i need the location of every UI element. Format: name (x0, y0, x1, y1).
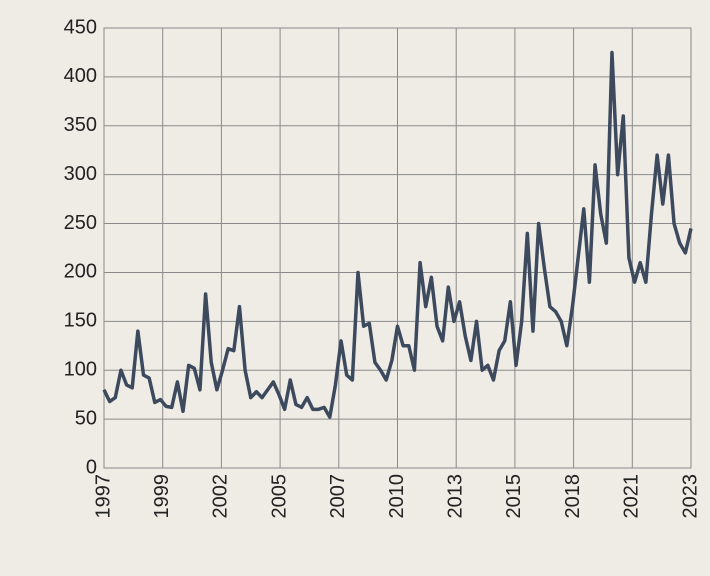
y-tick-label: 400 (64, 65, 97, 87)
x-tick-label: 2010 (386, 474, 408, 519)
x-tick-label: 1997 (92, 474, 114, 519)
x-tick-label: 1999 (151, 474, 173, 519)
y-tick-label: 0 (86, 456, 97, 478)
y-tick-label: 450 (64, 16, 97, 38)
y-tick-label: 300 (64, 163, 97, 185)
y-tick-label: 200 (64, 261, 97, 283)
y-tick-label: 50 (75, 407, 97, 429)
x-tick-label: 2007 (327, 474, 349, 519)
plot-frame (103, 27, 692, 469)
x-tick-label: 2002 (210, 474, 232, 519)
x-tick-label: 2015 (503, 474, 525, 519)
y-tick-label: 100 (64, 359, 97, 381)
y-tick-label: 150 (64, 310, 97, 332)
y-tick-label: 350 (64, 114, 97, 136)
data-line (102, 50, 693, 419)
y-tick-label: 250 (64, 212, 97, 234)
x-tick-label: 2018 (562, 474, 584, 519)
x-tick-label: 2005 (268, 474, 290, 519)
x-tick-label: 2013 (444, 474, 466, 519)
x-tick-label: 2021 (621, 474, 643, 519)
x-tick-label: 2023 (679, 474, 701, 519)
